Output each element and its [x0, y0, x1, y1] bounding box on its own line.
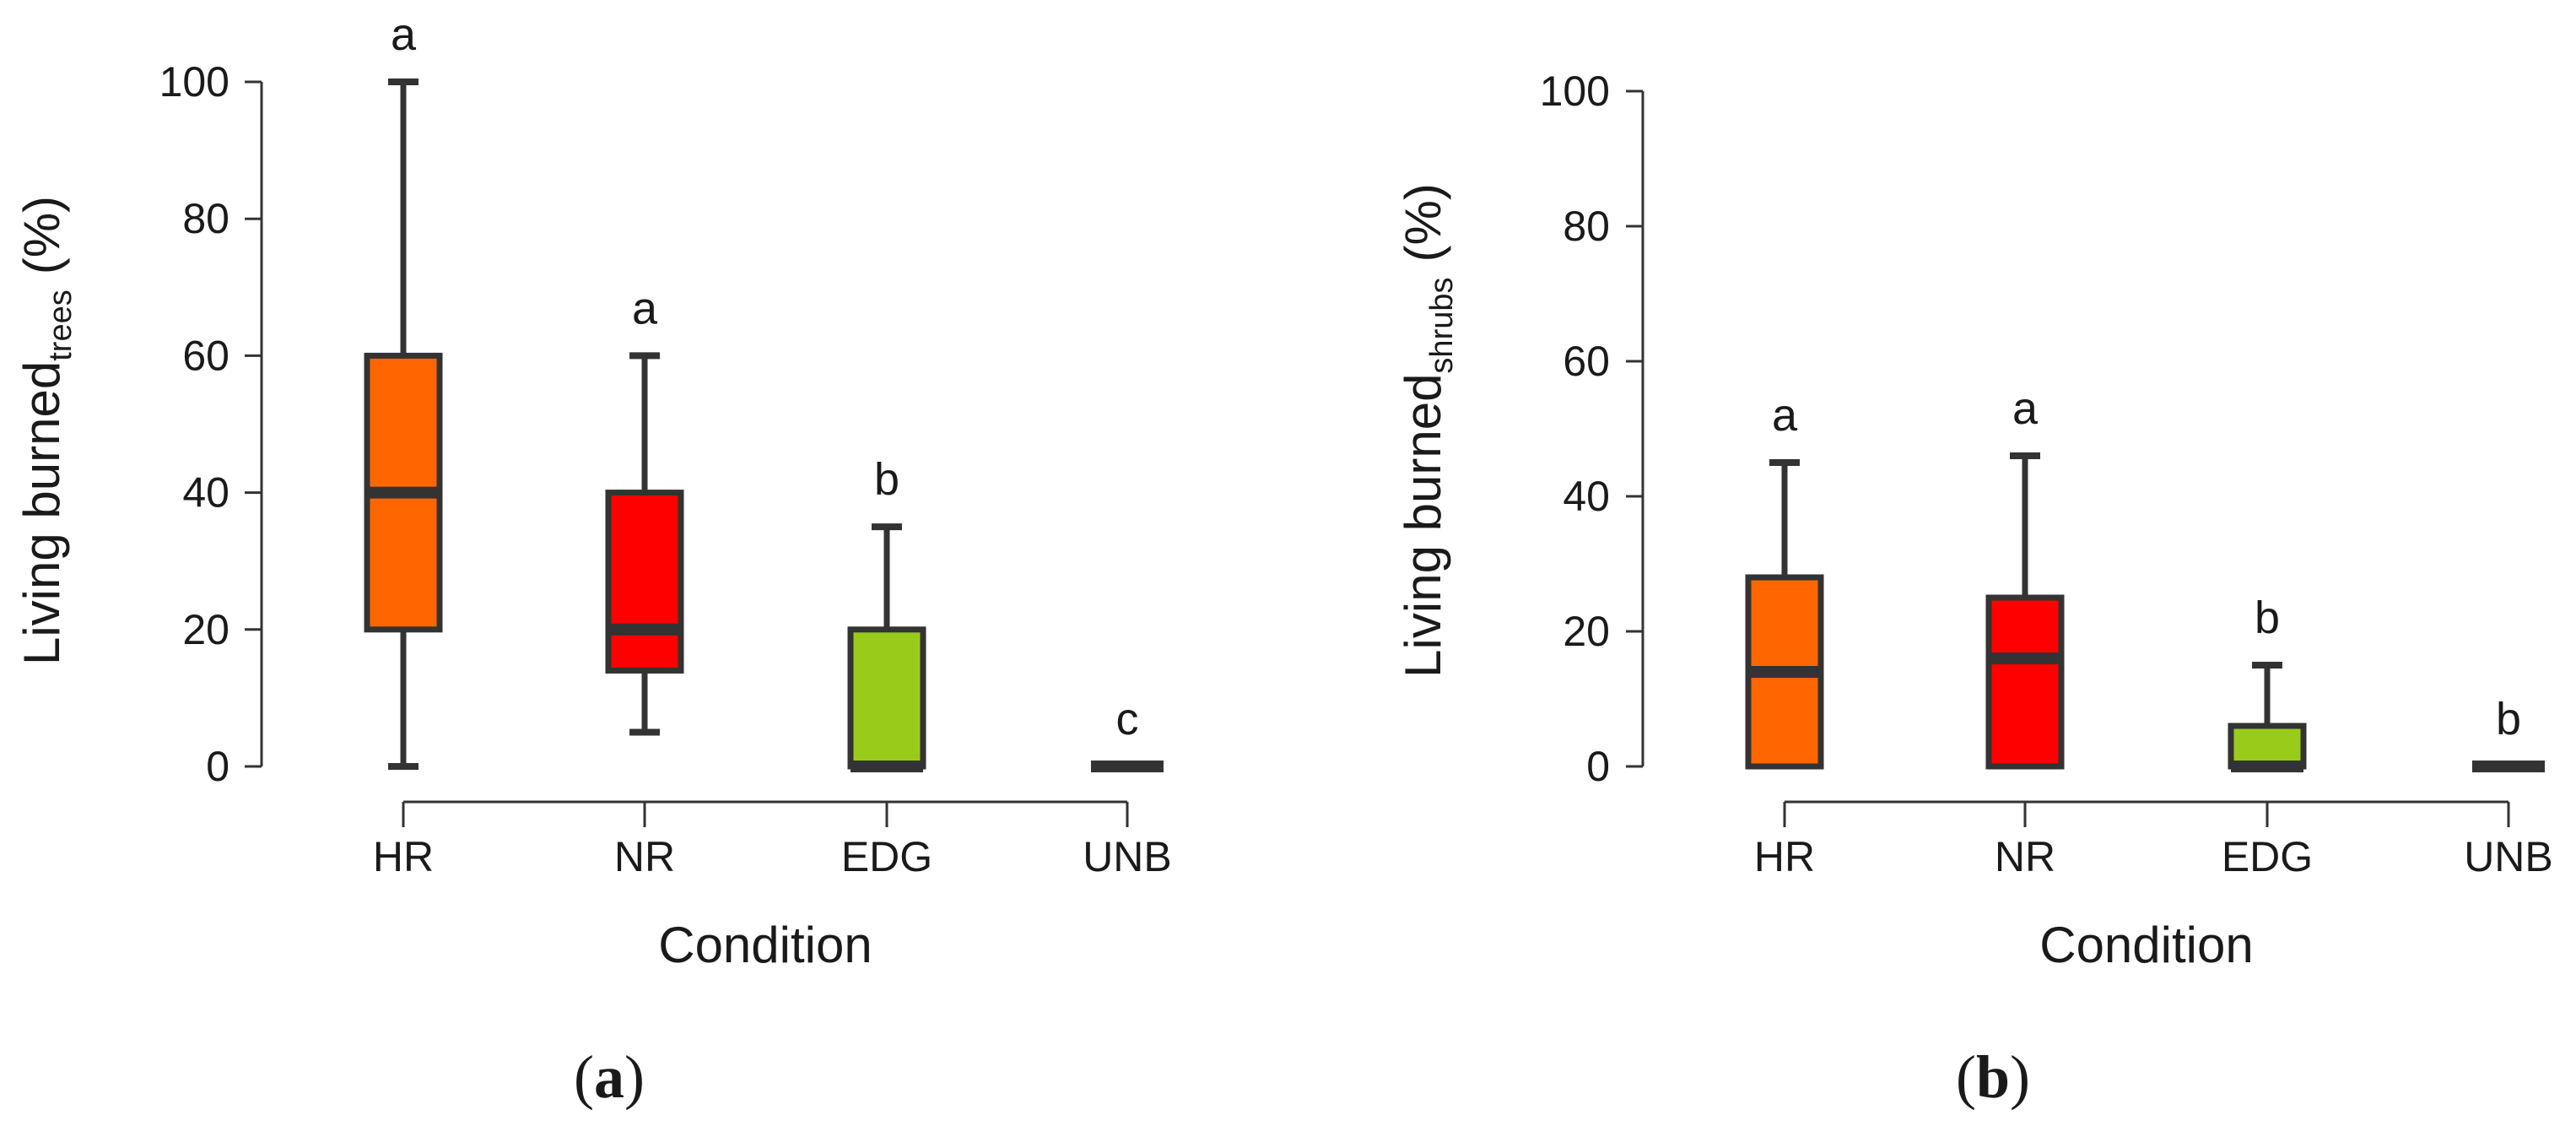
- x-axis-title: Condition: [2039, 917, 2254, 973]
- x-tick-label: EDG: [2222, 833, 2313, 880]
- y-tick-label: 100: [1540, 68, 1610, 115]
- y-tick-label: 80: [1563, 203, 1610, 250]
- panel-label: (b): [1956, 1043, 2030, 1111]
- box-HR: a: [1745, 390, 1824, 770]
- box-EDG: b: [2228, 593, 2307, 772]
- x-tick-label: HR: [373, 833, 434, 880]
- significance-letter: b: [2496, 694, 2521, 744]
- significance-letter: b: [2255, 593, 2280, 643]
- x-tick-label: UNB: [2464, 833, 2553, 880]
- box-body: [1985, 594, 2065, 770]
- box-UNB: c: [1091, 694, 1164, 772]
- significance-letter: a: [632, 283, 658, 333]
- significance-letter: b: [874, 454, 899, 505]
- significance-letter: a: [1772, 390, 1798, 441]
- box-EDG: b: [847, 454, 926, 772]
- x-tick-label: NR: [614, 833, 675, 880]
- y-tick-label: 20: [182, 606, 230, 653]
- box-UNB: b: [2472, 694, 2545, 772]
- box-NR: a: [1985, 383, 2065, 770]
- significance-letter: c: [1116, 694, 1139, 744]
- significance-letter: a: [391, 9, 417, 60]
- y-tick-label: 60: [1563, 338, 1610, 385]
- y-tick-label: 100: [159, 58, 230, 106]
- y-tick-label: 0: [206, 743, 230, 790]
- y-tick-label: 40: [1563, 473, 1610, 520]
- y-tick-label: 80: [182, 195, 230, 242]
- panel-label: (a): [574, 1043, 645, 1111]
- x-tick-label: NR: [1995, 833, 2055, 880]
- y-tick-label: 40: [182, 469, 230, 517]
- panel-b: 0 20 40 60 80 100 HR NR EDG UNB a a b b Condition Livin…: [1395, 68, 2553, 1111]
- box-body: [847, 626, 926, 770]
- x-tick-label: EDG: [841, 833, 932, 880]
- x-axis-title: Condition: [658, 917, 872, 973]
- x-tick-label: HR: [1754, 833, 1815, 880]
- box-NR: a: [605, 283, 684, 736]
- box-body: [2228, 723, 2307, 770]
- significance-letter: a: [2012, 383, 2039, 434]
- y-tick-label: 0: [1586, 743, 1610, 790]
- y-axis-title: Living burnedshrubs(%): [1395, 183, 1460, 678]
- x-tick-label: UNB: [1083, 833, 1172, 880]
- y-axis-title: Living burnedtrees(%): [14, 196, 78, 665]
- box-body: [605, 490, 684, 674]
- box-HR: a: [364, 9, 443, 770]
- panel-a: 0 20 40 60 80 100 HR NR EDG UNB a a b c Condition Livin…: [14, 9, 1172, 1111]
- y-tick-label: 20: [1563, 608, 1610, 655]
- y-tick-label: 60: [182, 332, 230, 379]
